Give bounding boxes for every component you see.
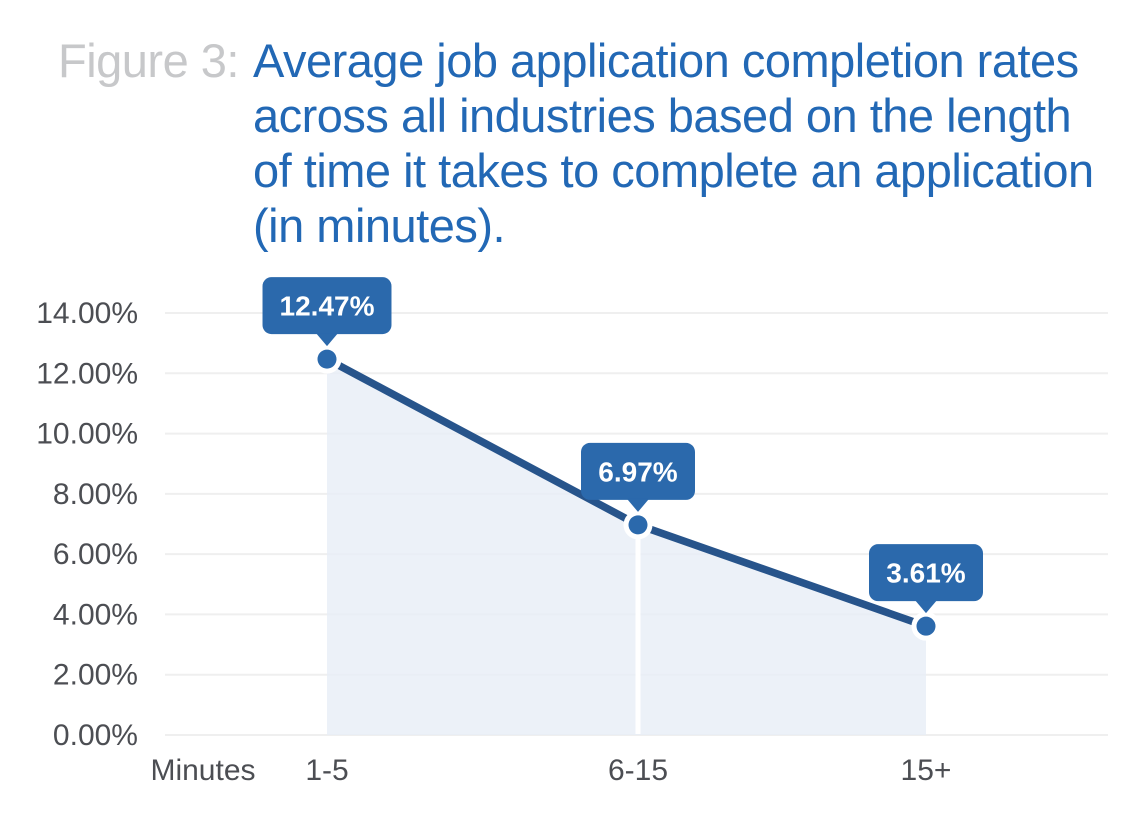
figure-label: Figure 3: bbox=[58, 34, 239, 87]
tooltip-value-label: 12.47% bbox=[280, 291, 375, 322]
y-axis-tick-label: 8.00% bbox=[53, 478, 138, 511]
data-point bbox=[317, 349, 337, 369]
data-point bbox=[916, 616, 936, 636]
data-point bbox=[628, 515, 648, 535]
tooltip-pointer bbox=[316, 333, 338, 347]
y-axis-tick-label: 6.00% bbox=[53, 538, 138, 571]
y-axis-tick-label: 0.00% bbox=[53, 719, 138, 752]
figure-title-line-1: Average job application completion rates bbox=[253, 34, 1079, 87]
y-axis-tick-label: 4.00% bbox=[53, 598, 138, 631]
tooltip-box bbox=[262, 277, 392, 335]
tooltip-box bbox=[581, 442, 695, 500]
figure-title-line-4: (in minutes). bbox=[253, 199, 506, 252]
x-axis-tick-label: 6-15 bbox=[608, 754, 668, 787]
figure-title-line-3: of time it takes to complete an applicat… bbox=[253, 144, 1094, 197]
figure-title-line-2: across all industries based on the lengt… bbox=[253, 89, 1072, 142]
y-axis-tick-label: 2.00% bbox=[53, 659, 138, 692]
tooltip-pointer bbox=[627, 498, 649, 512]
y-axis-tick-label: 14.00% bbox=[36, 297, 138, 330]
x-axis-tick-label: 15+ bbox=[901, 754, 952, 787]
figure-heading: Figure 3: Average job application comple… bbox=[58, 33, 1128, 253]
figure-title: Average job application completion rates… bbox=[253, 33, 1128, 253]
tooltip-pointer bbox=[915, 600, 937, 614]
x-axis-unit-label: Minutes bbox=[150, 754, 255, 787]
area-fill bbox=[327, 359, 926, 735]
x-axis-tick-label: 1-5 bbox=[305, 754, 348, 787]
tooltip-box bbox=[869, 544, 983, 602]
tooltip-value-label: 3.61% bbox=[886, 558, 965, 589]
y-axis-tick-label: 12.00% bbox=[36, 357, 138, 390]
y-axis-tick-label: 10.00% bbox=[36, 418, 138, 451]
tooltip-value-label: 6.97% bbox=[598, 456, 677, 487]
